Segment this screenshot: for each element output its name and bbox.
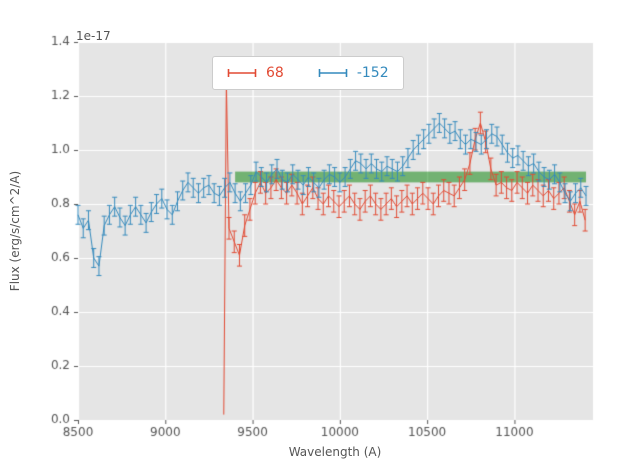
legend-label-minus152: -152: [356, 65, 389, 81]
y-axis-offset-text: 1e-17: [76, 29, 111, 43]
legend: 68 -152: [212, 56, 404, 90]
legend-label-68: 68: [266, 65, 284, 81]
y-axis-label: Flux (erg/s/cm^2/A): [8, 170, 22, 292]
errorbar-glyph-red-icon: [227, 69, 257, 77]
legend-item-68: 68: [227, 65, 284, 81]
legend-item-minus152: -152: [318, 65, 389, 81]
errorbar-glyph-blue-icon: [318, 69, 348, 77]
x-axis-label: Wavelength (A): [288, 445, 382, 459]
